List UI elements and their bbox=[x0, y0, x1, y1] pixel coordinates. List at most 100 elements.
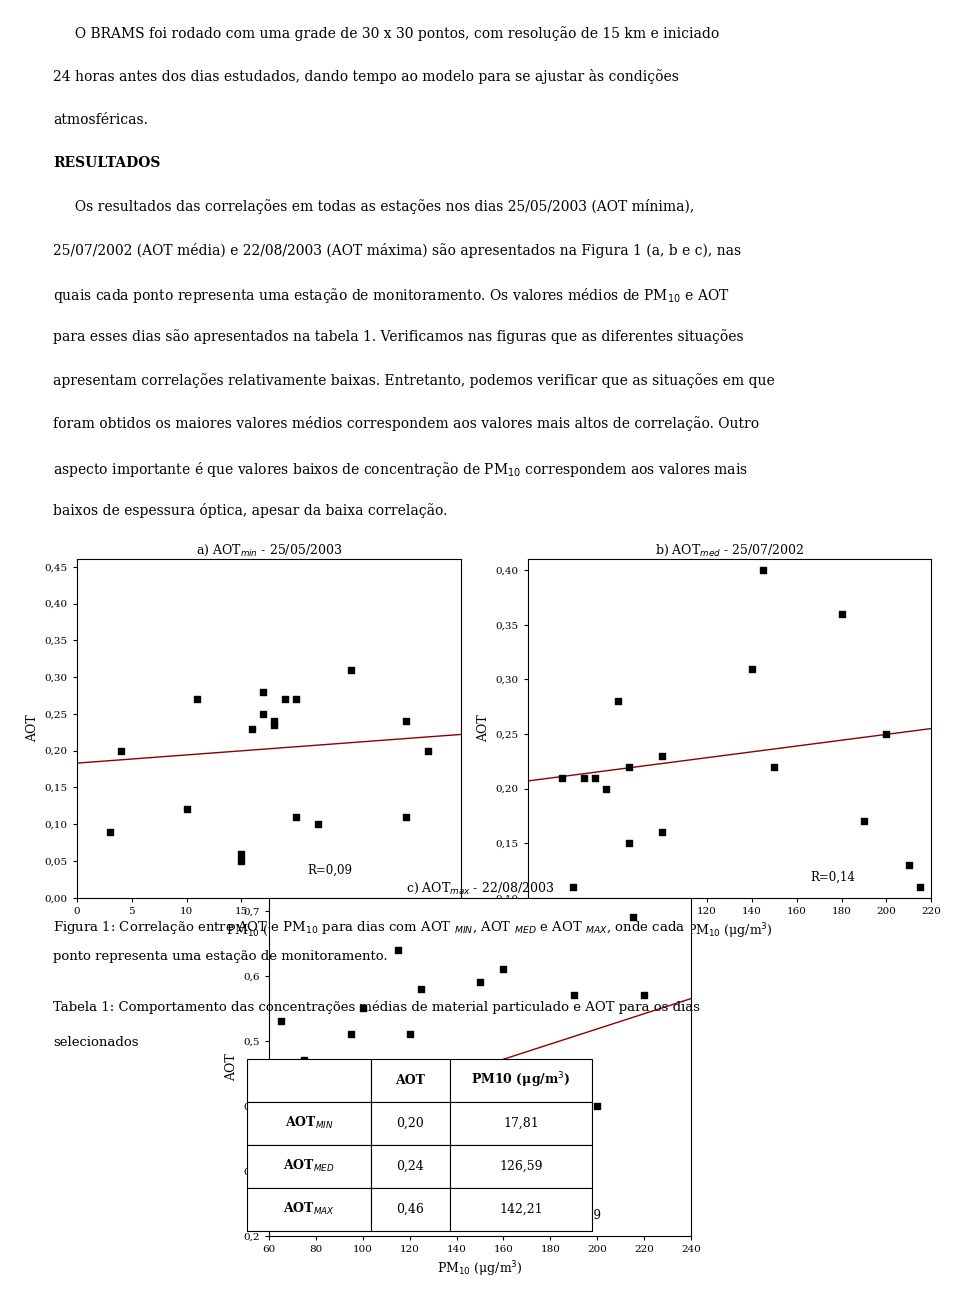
Point bbox=[655, 822, 670, 843]
Text: Os resultados das correlações em todas as estações nos dias 25/05/2003 (AOT míni: Os resultados das correlações em todas a… bbox=[53, 199, 694, 215]
Point bbox=[414, 978, 429, 999]
Point bbox=[308, 1128, 324, 1149]
Point bbox=[284, 1167, 300, 1188]
Point bbox=[495, 959, 511, 980]
Y-axis label: AOT: AOT bbox=[26, 714, 39, 743]
Title: c) AOT$_{max}$ - 22/08/2003: c) AOT$_{max}$ - 22/08/2003 bbox=[406, 881, 554, 896]
Text: 0,20: 0,20 bbox=[396, 1118, 424, 1129]
Point bbox=[233, 843, 249, 864]
Text: AOT$_{MAX}$: AOT$_{MAX}$ bbox=[283, 1201, 335, 1218]
Point bbox=[344, 1024, 359, 1045]
Point bbox=[901, 855, 917, 876]
Point bbox=[255, 704, 271, 725]
Point bbox=[355, 998, 371, 1019]
Point bbox=[245, 718, 260, 739]
Text: PM10 (μg/m$^3$): PM10 (μg/m$^3$) bbox=[471, 1071, 570, 1090]
Point bbox=[472, 972, 488, 993]
Text: 0,46: 0,46 bbox=[396, 1203, 424, 1215]
Point bbox=[420, 740, 436, 761]
Point bbox=[297, 1050, 312, 1071]
Text: R=0,14: R=0,14 bbox=[810, 870, 855, 883]
Point bbox=[320, 1121, 335, 1142]
Text: atmosféricas.: atmosféricas. bbox=[53, 113, 148, 126]
Point bbox=[289, 807, 304, 827]
Point bbox=[179, 799, 194, 820]
Bar bbox=[450, 1059, 591, 1102]
Point bbox=[233, 851, 249, 872]
Text: para esses dias são apresentados na tabela 1. Verificamos nas figuras que as dif: para esses dias são apresentados na tabe… bbox=[53, 329, 743, 345]
Point bbox=[756, 559, 771, 580]
Text: AOT$_{MIN}$: AOT$_{MIN}$ bbox=[285, 1115, 333, 1132]
Title: a) AOT$_{min}$ - 25/05/2003: a) AOT$_{min}$ - 25/05/2003 bbox=[196, 543, 342, 558]
Text: baixos de espessura óptica, apesar da baixa correlação.: baixos de espessura óptica, apesar da ba… bbox=[53, 503, 447, 518]
Point bbox=[610, 691, 625, 712]
Bar bbox=[247, 1145, 371, 1188]
Point bbox=[566, 985, 582, 1006]
Text: AOT$_{MED}$: AOT$_{MED}$ bbox=[283, 1158, 335, 1175]
X-axis label: PM$_{10}$ (μg/m$^3$): PM$_{10}$ (μg/m$^3$) bbox=[686, 921, 773, 941]
Point bbox=[519, 1108, 535, 1129]
Bar bbox=[450, 1102, 591, 1145]
Point bbox=[576, 768, 591, 788]
Text: AOT: AOT bbox=[396, 1075, 425, 1086]
Point bbox=[277, 688, 293, 709]
Point bbox=[190, 688, 205, 709]
Point bbox=[655, 745, 670, 766]
Title: b) AOT$_{med}$ - 25/07/2002: b) AOT$_{med}$ - 25/07/2002 bbox=[655, 543, 804, 558]
Point bbox=[102, 821, 117, 842]
Point bbox=[267, 714, 282, 735]
Bar bbox=[247, 1059, 371, 1102]
Text: RESULTADOS: RESULTADOS bbox=[53, 156, 160, 170]
Point bbox=[398, 710, 414, 731]
Point bbox=[402, 1024, 418, 1045]
Text: Figura 1: Correlação entre AOT e PM$_{10}$ para dias com AOT $_{MIN}$, AOT $_{ME: Figura 1: Correlação entre AOT e PM$_{10… bbox=[53, 919, 685, 935]
Bar bbox=[371, 1145, 450, 1188]
Text: 126,59: 126,59 bbox=[499, 1160, 542, 1172]
Point bbox=[289, 688, 304, 709]
Text: quais cada ponto representa uma estação de monitoramento. Os valores médios de P: quais cada ponto representa uma estação … bbox=[53, 286, 730, 306]
Y-axis label: AOT: AOT bbox=[477, 714, 491, 743]
Text: 142,21: 142,21 bbox=[499, 1203, 542, 1215]
Bar bbox=[371, 1059, 450, 1102]
Point bbox=[621, 756, 636, 777]
Point bbox=[599, 778, 614, 799]
Text: 17,81: 17,81 bbox=[503, 1118, 539, 1129]
Text: Tabela 1: Comportamento das concentrações médias de material particulado e AOT p: Tabela 1: Comportamento das concentraçõe… bbox=[53, 1000, 700, 1013]
Point bbox=[273, 1011, 288, 1032]
Bar bbox=[247, 1102, 371, 1145]
Y-axis label: AOT: AOT bbox=[225, 1053, 238, 1081]
Point bbox=[912, 877, 927, 898]
Text: ponto representa uma estação de monitoramento.: ponto representa uma estação de monitora… bbox=[53, 950, 388, 963]
Point bbox=[267, 710, 282, 731]
X-axis label: PM$_{10}$ (μg/m$^3$): PM$_{10}$ (μg/m$^3$) bbox=[226, 921, 312, 941]
Point bbox=[767, 756, 782, 777]
Text: R=0,09: R=0,09 bbox=[307, 864, 352, 877]
Bar bbox=[247, 1188, 371, 1231]
Text: selecionados: selecionados bbox=[53, 1036, 138, 1049]
Point bbox=[113, 740, 129, 761]
Point bbox=[588, 768, 603, 788]
Text: foram obtidos os maiores valores médios correspondem aos valores mais altos de c: foram obtidos os maiores valores médios … bbox=[53, 416, 759, 432]
Text: 24 horas antes dos dias estudados, dando tempo ao modelo para se ajustar às cond: 24 horas antes dos dias estudados, dando… bbox=[53, 69, 679, 85]
Point bbox=[554, 768, 569, 788]
Text: 0,24: 0,24 bbox=[396, 1160, 424, 1172]
Point bbox=[878, 723, 894, 744]
Point bbox=[625, 907, 640, 928]
Text: aspecto importante é que valores baixos de concentração de PM$_{10}$ corresponde: aspecto importante é que valores baixos … bbox=[53, 459, 748, 479]
Text: O BRAMS foi rodado com uma grade de 30 x 30 pontos, com resolução de 15 km e ini: O BRAMS foi rodado com uma grade de 30 x… bbox=[53, 26, 719, 40]
Point bbox=[310, 813, 325, 834]
Point bbox=[344, 660, 359, 680]
Point bbox=[744, 658, 759, 679]
Point bbox=[621, 833, 636, 853]
Text: 25/07/2002 (AOT média) e 22/08/2003 (AOT máxima) são apresentados na Figura 1 (a: 25/07/2002 (AOT média) e 22/08/2003 (AOT… bbox=[53, 243, 741, 258]
Point bbox=[542, 1095, 558, 1116]
Bar bbox=[450, 1145, 591, 1188]
Point bbox=[378, 1128, 394, 1149]
Point bbox=[589, 1095, 605, 1116]
Point bbox=[367, 1187, 382, 1207]
Bar bbox=[450, 1188, 591, 1231]
Text: R=0,39: R=0,39 bbox=[556, 1209, 601, 1222]
Text: apresentam correlações relativamente baixas. Entretanto, podemos verificar que a: apresentam correlações relativamente bai… bbox=[53, 373, 775, 388]
Point bbox=[834, 604, 850, 624]
Point bbox=[636, 985, 652, 1006]
